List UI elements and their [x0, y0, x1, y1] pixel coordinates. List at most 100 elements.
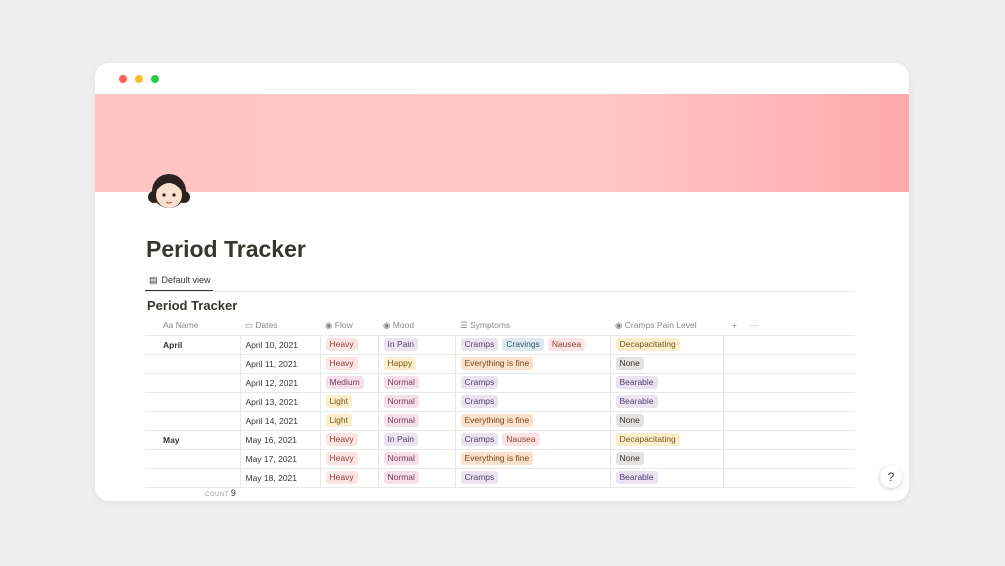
symptoms-cell[interactable]: Everything is fine	[454, 411, 610, 431]
table-row[interactable]: April 14, 2021 Light Normal Everything i…	[145, 411, 855, 431]
pain-level-cell[interactable]: Bearable	[609, 468, 723, 488]
column-header-dates[interactable]: ▭ Dates	[240, 316, 320, 336]
flow-cell[interactable]: Heavy	[319, 449, 378, 469]
flow-cell[interactable]: Light	[319, 411, 378, 431]
tag: None	[615, 357, 644, 370]
flow-cell[interactable]: Heavy	[319, 354, 378, 374]
flow-cell[interactable]: Light	[319, 392, 378, 412]
help-button[interactable]: ?	[880, 466, 902, 488]
mood-cell[interactable]: In Pain	[377, 335, 455, 355]
name-cell[interactable]: April	[145, 335, 240, 355]
tab-default-view[interactable]: ▤ Default view	[145, 270, 213, 292]
flow-cell[interactable]: Medium	[319, 373, 378, 393]
mood-cell[interactable]: Normal	[377, 373, 455, 393]
text-icon: Aa	[163, 320, 174, 331]
symptoms-cell[interactable]: Everything is fine	[454, 449, 610, 469]
tag: Heavy	[325, 433, 358, 446]
empty-cell	[722, 392, 855, 412]
date-cell[interactable]: May 18, 2021	[239, 468, 320, 488]
minimize-button[interactable]	[135, 75, 143, 83]
header-actions: + ···	[723, 316, 855, 336]
tag: Heavy	[325, 357, 358, 370]
page-cover[interactable]	[95, 94, 909, 192]
column-label: Name	[175, 320, 199, 331]
symptoms-cell[interactable]: Cramps	[454, 373, 610, 393]
column-header-mood[interactable]: ◉ Mood	[378, 316, 455, 336]
select-icon: ◉	[383, 319, 391, 330]
name-cell[interactable]: May	[145, 430, 240, 450]
date-cell[interactable]: April 12, 2021	[239, 373, 320, 393]
date-cell[interactable]: May 16, 2021	[239, 430, 320, 450]
column-header-name[interactable]: Aa Name	[145, 316, 240, 336]
date-cell[interactable]: April 14, 2021	[239, 411, 320, 431]
pain-level-cell[interactable]: None	[609, 449, 723, 469]
pain-level-cell[interactable]: Decapacitating	[609, 335, 723, 355]
mood-cell[interactable]: Normal	[377, 468, 455, 488]
tag: Heavy	[325, 452, 358, 465]
symptoms-cell[interactable]: Cramps Nausea	[454, 430, 610, 450]
name-cell[interactable]	[145, 373, 240, 393]
tag: Medium	[325, 376, 364, 389]
more-options-button[interactable]: ···	[749, 320, 758, 331]
pain-level-cell[interactable]: Bearable	[609, 373, 723, 393]
tag: Light	[325, 414, 352, 427]
mood-cell[interactable]: Normal	[377, 449, 455, 469]
column-label: Mood	[392, 319, 415, 330]
tag: In Pain	[383, 433, 418, 446]
flow-cell[interactable]: Heavy	[319, 430, 378, 450]
tag: Everything is fine	[460, 414, 534, 427]
flow-cell[interactable]: Heavy	[319, 335, 378, 355]
column-header-cramps-pain-level[interactable]: ◉ Cramps Pain Level	[610, 316, 723, 336]
page-title: Period Tracker	[146, 236, 306, 262]
date-cell[interactable]: April 10, 2021	[239, 335, 320, 355]
tag: Nausea	[547, 338, 586, 351]
table-row[interactable]: April 12, 2021 Medium Normal Cramps Bear…	[145, 373, 855, 393]
database-title[interactable]: Period Tracker	[147, 298, 238, 313]
table-row[interactable]: April 11, 2021 Heavy Happy Everything is…	[145, 354, 855, 374]
tag: Happy	[383, 357, 417, 370]
pain-level-cell[interactable]: None	[609, 411, 723, 431]
tag: Nausea	[502, 433, 540, 446]
column-header-flow[interactable]: ◉ Flow	[320, 316, 378, 336]
date-cell[interactable]: April 11, 2021	[239, 354, 320, 374]
column-header-symptoms[interactable]: ☰ Symptoms	[455, 316, 610, 336]
name-cell[interactable]	[145, 449, 240, 469]
symptoms-cell[interactable]: Cramps Cravings Nausea	[454, 335, 610, 355]
symptoms-cell[interactable]: Everything is fine	[454, 354, 610, 374]
table-row[interactable]: May 18, 2021 Heavy Normal Cramps Bearabl…	[145, 468, 855, 488]
divider	[145, 291, 855, 292]
date-cell[interactable]: April 13, 2021	[239, 392, 320, 412]
flow-cell[interactable]: Heavy	[319, 468, 378, 488]
tag: Bearable	[615, 376, 658, 389]
pain-level-cell[interactable]: Bearable	[609, 392, 723, 412]
maximize-button[interactable]	[151, 75, 159, 83]
table-row[interactable]: April April 10, 2021 Heavy In Pain Cramp…	[145, 335, 855, 355]
database-table: Aa Name ▭ Dates ◉ Flow ◉ Mood ☰ Symptoms ◉ Cr…	[145, 316, 855, 488]
mood-cell[interactable]: In Pain	[377, 430, 455, 450]
mood-cell[interactable]: Happy	[377, 354, 455, 374]
name-cell[interactable]	[145, 468, 240, 488]
tag: Everything is fine	[460, 357, 534, 370]
mood-cell[interactable]: Normal	[377, 411, 455, 431]
tag: Cramps	[460, 376, 499, 389]
symptoms-cell[interactable]: Cramps	[454, 468, 610, 488]
symptoms-cell[interactable]: Cramps	[454, 392, 610, 412]
tag: None	[615, 414, 644, 427]
date-cell[interactable]: May 17, 2021	[239, 449, 320, 469]
table-row[interactable]: May May 16, 2021 Heavy In Pain Cramps Nau…	[145, 430, 855, 450]
name-cell[interactable]	[145, 354, 240, 374]
pain-level-cell[interactable]: Decapacitating	[609, 430, 723, 450]
mood-cell[interactable]: Normal	[377, 392, 455, 412]
pain-level-cell[interactable]: None	[609, 354, 723, 374]
name-cell[interactable]	[145, 411, 240, 431]
add-column-button[interactable]: +	[732, 320, 737, 331]
close-button[interactable]	[119, 75, 127, 83]
table-row[interactable]: May 17, 2021 Heavy Normal Everything is …	[145, 449, 855, 469]
column-label: Symptoms	[470, 319, 511, 330]
tag: Cramps	[460, 395, 499, 408]
name-cell[interactable]	[145, 392, 240, 412]
calendar-icon: ▭	[245, 319, 254, 330]
table-row[interactable]: April 13, 2021 Light Normal Cramps Beara…	[145, 392, 855, 412]
girl-emoji-icon[interactable]	[147, 169, 191, 213]
table-icon: ▤	[149, 274, 158, 285]
